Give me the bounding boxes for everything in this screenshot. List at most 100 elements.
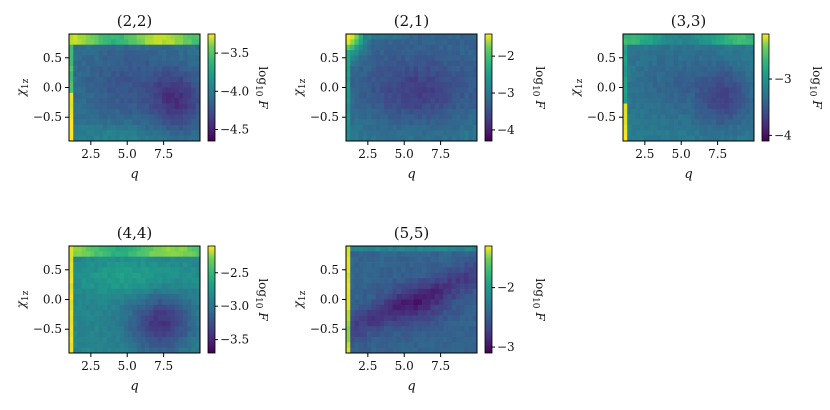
heatmap-cell bbox=[711, 98, 717, 104]
heatmap-cell bbox=[682, 108, 687, 115]
heatmap-cell bbox=[362, 320, 368, 327]
heatmap-cell bbox=[90, 71, 95, 78]
heatmap-cell bbox=[464, 82, 469, 88]
heatmap-cell bbox=[460, 82, 465, 88]
heatmap-cell bbox=[699, 60, 704, 67]
heatmap-cell bbox=[94, 288, 99, 295]
heatmap-cell bbox=[166, 71, 171, 78]
heatmap-cell bbox=[350, 315, 355, 322]
heatmap-cell bbox=[443, 310, 448, 316]
heatmap-cell bbox=[145, 288, 150, 295]
heatmap-cell bbox=[140, 87, 146, 94]
heatmap-cell bbox=[85, 267, 91, 274]
heatmap-cell bbox=[652, 60, 658, 67]
heatmap-cell bbox=[94, 135, 99, 142]
heatmap-cell bbox=[384, 304, 389, 311]
heatmap-cell bbox=[354, 82, 360, 88]
heatmap-cell bbox=[81, 71, 87, 78]
heatmap-cell bbox=[472, 108, 478, 115]
heatmap-cell bbox=[98, 108, 104, 115]
heatmap-cell bbox=[183, 71, 188, 78]
heatmap-cell bbox=[464, 336, 469, 343]
heatmap-cell bbox=[724, 60, 729, 67]
heatmap-cell bbox=[195, 331, 201, 338]
heatmap-cell bbox=[187, 60, 192, 67]
heatmap-cell bbox=[644, 50, 649, 56]
heatmap-cell bbox=[443, 299, 448, 306]
heatmap-cell bbox=[455, 50, 461, 56]
heatmap-cell bbox=[187, 347, 192, 354]
heatmap-cell bbox=[644, 114, 649, 120]
heatmap-cell bbox=[123, 103, 129, 110]
heatmap-cell bbox=[128, 124, 133, 131]
heatmap-cell bbox=[102, 246, 108, 252]
heatmap-cell bbox=[157, 71, 163, 78]
heatmap-cell bbox=[438, 103, 444, 110]
heatmap-cell bbox=[699, 34, 704, 40]
heatmap-cell bbox=[140, 44, 146, 51]
heatmap-cell bbox=[170, 304, 175, 311]
heatmap-cell bbox=[187, 82, 192, 88]
heatmap-cell bbox=[434, 55, 440, 62]
heatmap-cell bbox=[656, 92, 662, 99]
heatmap-cell bbox=[362, 310, 368, 316]
heatmap-cell bbox=[635, 60, 641, 67]
heatmap-cell bbox=[367, 310, 372, 316]
heatmap-cell bbox=[132, 262, 137, 268]
heatmap-cell bbox=[128, 103, 133, 110]
heatmap-cell bbox=[371, 251, 376, 258]
heatmap-cell bbox=[157, 315, 163, 322]
heatmap-cell bbox=[379, 66, 385, 72]
heatmap-cell bbox=[85, 310, 91, 316]
heatmap-cell bbox=[690, 71, 696, 78]
heatmap-cell bbox=[443, 336, 448, 343]
heatmap-cell bbox=[384, 135, 389, 142]
heatmap-cell bbox=[107, 103, 112, 110]
heatmap-cell bbox=[409, 39, 414, 46]
heatmap-cell bbox=[191, 251, 197, 258]
heatmap-cell bbox=[451, 114, 457, 120]
heatmap-cell bbox=[396, 256, 402, 263]
colorbar-tick-label: −4 bbox=[774, 128, 792, 142]
heatmap-cell bbox=[737, 135, 742, 142]
heatmap-cell bbox=[145, 336, 150, 343]
heatmap-cells bbox=[346, 246, 478, 354]
heatmap-cell bbox=[136, 50, 142, 56]
heatmap-cell bbox=[732, 34, 738, 40]
heatmap-cell bbox=[107, 251, 112, 258]
heatmap-cell bbox=[715, 135, 721, 142]
heatmap-cell bbox=[703, 39, 708, 46]
heatmap-cell bbox=[358, 251, 364, 258]
heatmap-cell bbox=[367, 114, 372, 120]
colorbar-tick-label: −4 bbox=[497, 123, 515, 137]
heatmap-cell bbox=[367, 135, 372, 142]
heatmap-cell bbox=[417, 336, 423, 343]
heatmap-cell bbox=[136, 76, 142, 83]
heatmap-cell bbox=[371, 66, 376, 72]
heatmap-cell bbox=[728, 98, 734, 104]
heatmap-cell bbox=[132, 66, 137, 72]
heatmap-cell bbox=[392, 135, 398, 142]
heatmap-cell bbox=[85, 119, 91, 126]
heatmap-cell bbox=[703, 60, 708, 67]
heatmap-cell bbox=[665, 50, 670, 56]
heatmap-cell bbox=[107, 34, 112, 40]
heatmap-cell bbox=[703, 98, 708, 104]
heatmap-cell bbox=[128, 283, 133, 290]
heatmap-cell bbox=[161, 114, 167, 120]
heatmap-cell bbox=[157, 34, 163, 40]
heatmap-cell bbox=[686, 39, 691, 46]
heatmap-cell bbox=[191, 103, 197, 110]
heatmap-cell bbox=[745, 92, 751, 99]
heatmap-cell bbox=[350, 331, 355, 338]
heatmap-cell bbox=[73, 331, 78, 338]
heatmap-cell bbox=[438, 251, 444, 258]
heatmap-cell bbox=[140, 76, 146, 83]
heatmap-cell bbox=[460, 288, 465, 295]
heatmap-cell bbox=[468, 310, 474, 316]
heatmap-cell bbox=[644, 119, 649, 126]
heatmap-cell bbox=[362, 124, 368, 131]
heatmap-cell bbox=[468, 119, 474, 126]
heatmap-cell bbox=[623, 130, 628, 136]
heatmap-cell bbox=[183, 130, 188, 136]
